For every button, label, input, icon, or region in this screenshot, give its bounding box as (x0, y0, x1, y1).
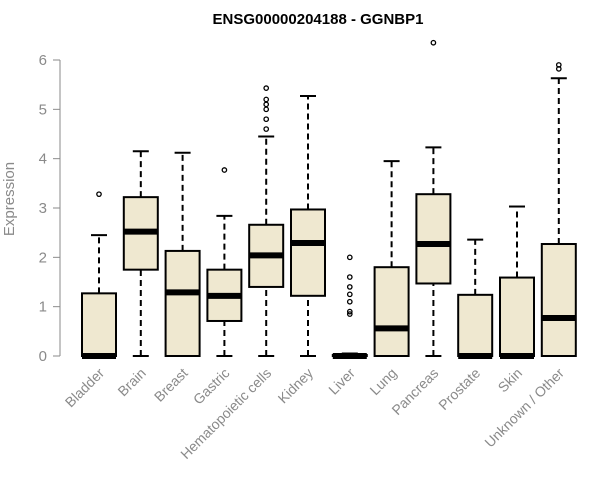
iqr-box (540, 243, 577, 357)
box-group (290, 95, 326, 357)
outlier-point (346, 308, 353, 315)
outlier-point (346, 291, 353, 298)
box-group (457, 238, 494, 359)
outlier-point (221, 167, 228, 173)
y-tick-label: 1 (39, 299, 47, 316)
outlier-point (263, 85, 270, 91)
y-tick-label: 3 (39, 200, 47, 217)
y-tick-label: 4 (39, 151, 47, 168)
outlier-point (346, 298, 353, 305)
outlier-point (346, 284, 353, 290)
x-tick-label: Skin (495, 365, 526, 396)
y-tick-label: 0 (39, 348, 47, 365)
outlier-point (346, 311, 353, 317)
iqr-box (499, 276, 535, 357)
box-series (81, 39, 577, 359)
box-group (248, 85, 285, 357)
box-group (81, 191, 117, 359)
box-group (331, 254, 368, 359)
outlier-point (263, 116, 270, 123)
outlier-point (346, 254, 353, 261)
outlier-point (263, 126, 270, 132)
outlier-point (430, 39, 437, 46)
iqr-box (164, 249, 201, 357)
iqr-box (373, 266, 410, 358)
chart-title: ENSG00000204188 - GGNBP1 (213, 11, 424, 28)
box-group (373, 160, 410, 358)
box-group (164, 151, 201, 357)
iqr-box (415, 193, 452, 285)
box-group (499, 205, 535, 359)
outlier-point (346, 274, 353, 280)
y-tick-label: 6 (39, 52, 47, 69)
outlier-point (263, 106, 270, 113)
iqr-box (290, 208, 326, 297)
x-tick-label: Kidney (275, 365, 317, 407)
iqr-box (457, 293, 494, 357)
outlier-point (96, 191, 102, 198)
y-tick-label: 5 (39, 101, 47, 118)
x-tick-label: Lung (366, 365, 399, 398)
y-tick-label: 2 (39, 249, 47, 266)
y-axis-ticks: 0 1 2 3 4 5 6 (39, 52, 60, 365)
outlier-point (555, 62, 562, 68)
iqr-box (81, 292, 117, 358)
box-group (540, 62, 577, 357)
x-tick-label: Breast (151, 365, 191, 405)
outlier-point (263, 101, 270, 108)
x-tick-label: Prostate (435, 365, 483, 413)
outlier-point (263, 96, 270, 103)
y-axis-label: Expression (1, 162, 18, 236)
x-tick-label: Brain (114, 365, 148, 399)
box-group (206, 167, 243, 357)
box-group (122, 150, 159, 357)
box-group (415, 39, 452, 357)
x-tick-label: Bladder (62, 365, 108, 411)
x-tick-label: Liver (325, 365, 358, 398)
x-tick-label: Unknown / Other (481, 365, 567, 451)
